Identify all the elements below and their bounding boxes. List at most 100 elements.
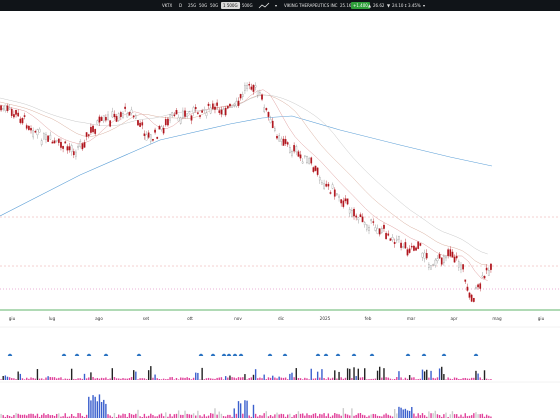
- volume1-bar: [319, 377, 321, 380]
- volume1-bar: [36, 369, 39, 380]
- volume2-bar: [214, 408, 216, 418]
- volume2-bar: [173, 414, 176, 418]
- volume1-bar: [145, 379, 148, 380]
- candle-body: [372, 221, 375, 223]
- event-marker: [351, 353, 357, 356]
- event-marker: [226, 353, 232, 356]
- volume2-bar: [137, 409, 139, 418]
- volume1-bar: [248, 378, 250, 380]
- interval-25[interactable]: 25G: [188, 3, 197, 8]
- candle-body: [120, 112, 122, 117]
- volume1-bar: [451, 379, 454, 380]
- candle-body: [179, 117, 182, 124]
- volume1-bar: [490, 379, 492, 380]
- volume2-bar: [6, 415, 9, 418]
- volume2-bar: [177, 410, 180, 418]
- volume1-bar: [408, 375, 411, 380]
- volume2-bar: [68, 416, 71, 418]
- volume1-bar: [481, 379, 484, 380]
- volume2-bar: [195, 415, 197, 418]
- volume2-bar: [428, 411, 430, 418]
- ticker-selector[interactable]: VKTX: [162, 3, 173, 8]
- candle-body: [327, 183, 330, 187]
- candle-body: [368, 226, 370, 231]
- volume2-bar: [118, 414, 120, 418]
- volume1-bar: [419, 378, 422, 380]
- volume1-bar: [355, 376, 357, 380]
- candle-body: [325, 183, 328, 187]
- candle-body: [92, 125, 94, 133]
- volume1-bar: [60, 377, 62, 380]
- candle-body: [378, 228, 381, 235]
- interval-active[interactable]: 1 500G: [221, 2, 240, 9]
- candle-body: [55, 139, 58, 142]
- candle-body: [199, 115, 201, 117]
- volume1-bar: [404, 377, 407, 380]
- volume2-bar: [304, 415, 306, 418]
- candle-body: [470, 294, 473, 302]
- volume2-bar: [85, 414, 88, 418]
- volume2-bar: [246, 400, 248, 418]
- candle-body: [137, 120, 139, 126]
- range-selector[interactable]: 2 500G: [238, 3, 253, 8]
- candle-body: [438, 254, 441, 259]
- volume1-bar: [342, 378, 345, 380]
- volume2-bar: [460, 414, 462, 418]
- volume1-bar: [103, 378, 105, 380]
- candle-body: [259, 92, 261, 95]
- event-marker: [103, 353, 109, 356]
- event-marker: [441, 353, 447, 356]
- volume2-bar: [383, 414, 385, 418]
- volume1-bar: [464, 377, 466, 380]
- volume2-bar: [419, 415, 422, 418]
- low-icon: ▼: [387, 3, 391, 8]
- more-chevron[interactable]: ▾: [423, 3, 426, 8]
- volume2-bar: [216, 414, 218, 418]
- axis-month-label: mag: [492, 316, 502, 321]
- volume2-bar: [107, 414, 109, 418]
- interval-50b[interactable]: 50G: [210, 3, 219, 8]
- volume1-bar: [68, 378, 71, 380]
- candle-body: [167, 118, 169, 126]
- volume1-bar: [254, 369, 257, 380]
- volume2-bar: [449, 414, 451, 418]
- timeframe-selector[interactable]: D: [179, 3, 183, 8]
- candle-body: [289, 147, 291, 154]
- candle-body: [395, 238, 398, 241]
- interval-50[interactable]: 50G: [199, 3, 208, 8]
- volume1-bar: [269, 377, 272, 380]
- candle-body: [280, 138, 283, 142]
- candle-body: [449, 249, 452, 257]
- volume2-bar: [451, 411, 454, 418]
- volume1-bar: [293, 377, 295, 380]
- volume1-bar: [430, 370, 432, 380]
- volume2-bar: [254, 413, 257, 418]
- volume2-bar: [385, 413, 387, 418]
- volume2-bar: [103, 399, 105, 418]
- line-chart-icon[interactable]: [258, 2, 270, 9]
- candle-body: [267, 112, 270, 117]
- candle-body: [115, 116, 118, 122]
- volume2-bar: [443, 414, 445, 418]
- volume2-bar: [423, 415, 426, 418]
- volume1-bar: [17, 371, 19, 380]
- candle-body: [149, 134, 152, 142]
- volume2-bar: [180, 414, 182, 418]
- volume1-bar: [259, 377, 261, 380]
- candle-body: [224, 107, 227, 116]
- event-marker: [421, 353, 427, 356]
- axis-month-label: set: [143, 316, 150, 321]
- volume1-bar: [263, 374, 265, 380]
- candle-body: [479, 283, 482, 289]
- volume1-bar: [132, 370, 135, 380]
- volume2-bar: [169, 413, 171, 418]
- volume1-bar: [447, 377, 449, 380]
- volume2-bar: [445, 412, 447, 418]
- candle-body: [443, 255, 445, 264]
- volume2-bar: [393, 409, 396, 418]
- volume2-bar: [139, 416, 141, 418]
- volume2-bar: [218, 411, 220, 418]
- settings-chevron[interactable]: ▾: [275, 3, 278, 8]
- volume2-bar: [100, 401, 103, 418]
